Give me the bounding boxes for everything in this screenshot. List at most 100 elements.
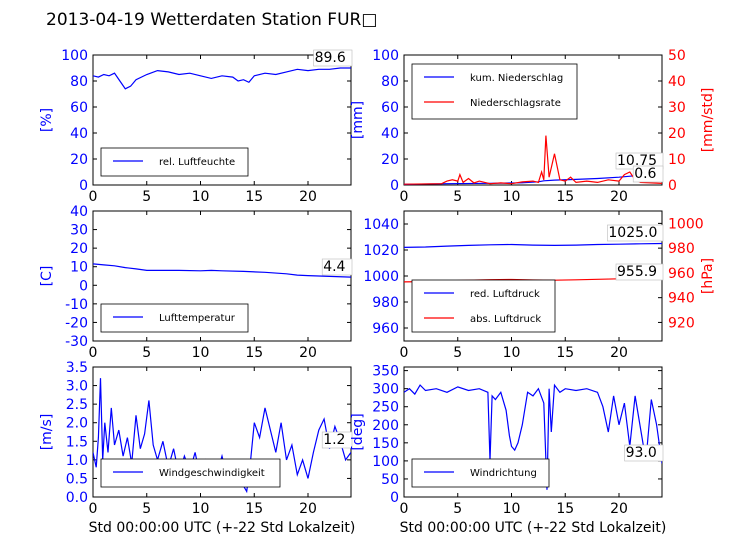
legend-label: kum. Niederschlag xyxy=(470,73,563,84)
last-value-label-secondary-box xyxy=(632,165,664,183)
legend-box xyxy=(411,63,578,120)
x-tick-label: 15 xyxy=(245,189,263,205)
x-tick-label: 0 xyxy=(400,189,409,205)
x-tick-label: 5 xyxy=(453,189,462,205)
x-tick-label: 10 xyxy=(192,501,210,517)
y-tick-label: 1000 xyxy=(363,269,399,285)
y-axis-label: [C] xyxy=(39,266,55,287)
series-line-rel-luftfeuchte xyxy=(93,67,351,90)
x-tick-label: 5 xyxy=(453,501,462,517)
y-tick-label: 40 xyxy=(381,126,399,142)
legend-label: Lufttemperatur xyxy=(159,313,236,324)
y-tick-label: 150 xyxy=(372,436,399,452)
y2-tick-label: 30 xyxy=(668,100,686,116)
chart-title: 2013-04-19 Wetterdaten Station FUR□ xyxy=(46,10,377,30)
legend-box xyxy=(100,303,249,333)
y-tick-label: 60 xyxy=(381,100,399,116)
last-value-label-secondary: 955.9 xyxy=(617,264,657,280)
x-tick-label: 0 xyxy=(89,189,98,205)
y-tick-label: 2.0 xyxy=(66,416,88,432)
panel-precipitation: 0 5 10 15 20 0 20 40 60 80 100 0 10 20 30 40 50 [mm] [mm/s… xyxy=(350,48,716,205)
x-tick-label: 20 xyxy=(299,501,317,517)
last-value-label-secondary: 0.6 xyxy=(634,166,656,182)
y-tick-label: 0.0 xyxy=(66,490,88,506)
last-value-label-box xyxy=(321,258,353,276)
y2-tick-label: 940 xyxy=(668,291,695,307)
x-tick-label: 20 xyxy=(610,345,628,361)
last-value-label-box xyxy=(321,431,353,449)
y-tick-label: 80 xyxy=(70,74,88,90)
y-tick-label: 250 xyxy=(372,400,399,416)
panel-pressure: 0 5 10 15 20 960 980 1000 1020 1040 920 940 960 980 10… xyxy=(363,210,716,361)
legend-label: rel. Luftfeuchte xyxy=(159,157,235,168)
y2-tick-label: 20 xyxy=(668,126,686,142)
x-axis-label: Std 00:00:00 UTC (+-22 Std Lokalzeit) xyxy=(400,520,667,536)
y-axis-label: [deg] xyxy=(350,413,366,450)
x-tick-label: 20 xyxy=(610,189,628,205)
y-tick-label: 3.5 xyxy=(66,360,88,376)
x-tick-label: 0 xyxy=(89,501,98,517)
y2-tick-label: 50 xyxy=(668,48,686,64)
y-tick-label: 60 xyxy=(70,100,88,116)
y-tick-label: 1.5 xyxy=(66,434,88,450)
y2-axis-label: [mm/std] xyxy=(700,88,716,153)
y-tick-label: 200 xyxy=(372,418,399,434)
y-tick-label: -10 xyxy=(65,297,88,313)
y-axis-label: [m/s] xyxy=(39,414,55,451)
y2-tick-label: 40 xyxy=(668,74,686,90)
x-tick-label: 15 xyxy=(556,189,574,205)
y-tick-label: 350 xyxy=(372,364,399,380)
y-tick-label: 1.0 xyxy=(66,453,88,469)
x-tick-label: 15 xyxy=(245,501,263,517)
legend-label: Windgeschwindigkeit xyxy=(159,468,265,479)
x-tick-label: 20 xyxy=(610,501,628,517)
y-tick-label: -20 xyxy=(65,315,88,331)
x-tick-label: 20 xyxy=(299,189,317,205)
y-tick-label: 0 xyxy=(390,490,399,506)
legend-box xyxy=(411,279,556,333)
last-value-label: 1025.0 xyxy=(608,225,657,241)
x-tick-label: 10 xyxy=(192,345,210,361)
y2-axis-label: [hPa] xyxy=(700,258,716,294)
y-tick-label: 30 xyxy=(70,223,88,239)
x-tick-label: 10 xyxy=(503,345,521,361)
last-value-label: 89.6 xyxy=(315,50,346,66)
series-line-lufttemperatur xyxy=(93,263,351,278)
y2-tick-label: 0 xyxy=(668,178,677,194)
legend-label: Windrichtung xyxy=(470,468,537,479)
legend-box xyxy=(100,147,249,177)
last-value-label-box xyxy=(624,444,664,462)
x-tick-label: 0 xyxy=(400,501,409,517)
y-tick-label: 0 xyxy=(79,178,88,194)
y2-tick-label: 1000 xyxy=(668,216,704,232)
x-tick-label: 10 xyxy=(503,501,521,517)
last-value-label: 1.2 xyxy=(323,432,345,448)
last-value-label: 10.75 xyxy=(617,153,657,169)
y-tick-label: 80 xyxy=(381,74,399,90)
series-line-windrichtung xyxy=(404,383,662,490)
series-line-niederschlagsrate xyxy=(404,135,662,185)
legend-box xyxy=(411,458,550,488)
y-tick-label: 10 xyxy=(70,260,88,276)
x-tick-label: 15 xyxy=(556,501,574,517)
y-tick-label: -30 xyxy=(65,334,88,350)
y-tick-label: 20 xyxy=(70,152,88,168)
y-axis-label: [mm] xyxy=(350,101,366,139)
last-value-label-box xyxy=(607,224,664,242)
x-tick-label: 20 xyxy=(299,345,317,361)
y-tick-label: 300 xyxy=(372,382,399,398)
x-tick-label: 15 xyxy=(245,345,263,361)
y-tick-label: 50 xyxy=(381,472,399,488)
y-tick-label: 1040 xyxy=(363,217,399,233)
y-tick-label: 0 xyxy=(79,278,88,294)
y-tick-label: 100 xyxy=(372,454,399,470)
x-tick-label: 5 xyxy=(142,189,151,205)
panel-humidity: 0 5 10 15 20 0 20 40 60 80 100 [%] rel. Luftfeuchte 8… xyxy=(39,48,353,205)
legend-label: red. Luftdruck xyxy=(470,289,540,300)
y-axis-label: [%] xyxy=(39,108,55,132)
y2-tick-label: 10 xyxy=(668,152,686,168)
panel-wind-speed: 0 5 10 15 20 0.0 0.5 1.0 1.5 2.0 2.5 3.0 3.5 [m/s] Std… xyxy=(39,360,355,536)
